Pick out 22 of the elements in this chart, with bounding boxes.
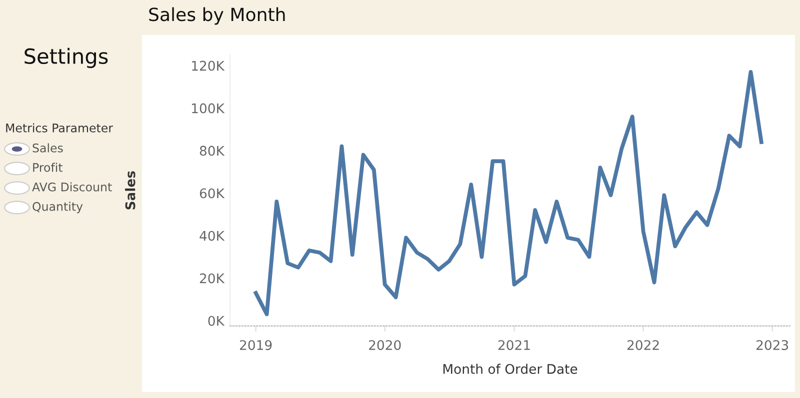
x-tick-label: 2020 [369, 340, 401, 350]
y-tick-label: 80K [200, 146, 225, 156]
x-axis-title: Month of Order Date [443, 364, 578, 374]
y-tick-label: 60K [200, 188, 225, 198]
x-tick-label: 2019 [240, 340, 272, 350]
y-axis-title: Sales [125, 171, 136, 210]
line-series [254, 70, 764, 316]
y-tick-label: 40K [200, 230, 225, 241]
chart-title: Sales by Month [149, 7, 285, 25]
text: Quantity [32, 202, 83, 214]
text: Profit [33, 162, 63, 172]
text: Settings [24, 48, 108, 68]
text: Sales [32, 143, 63, 152]
x-tick-label: 2022 [627, 340, 659, 350]
y-tick-label: 100K [192, 103, 225, 114]
y-tick-label: 20K [200, 273, 225, 284]
text: Metrics Parameter [6, 123, 114, 132]
x-tick-label: 2023 [756, 340, 788, 350]
x-tick-label: 2021 [498, 340, 530, 350]
y-tick-label: 120K [192, 60, 225, 71]
y-tick-label: 0K [208, 316, 225, 326]
text: AVG Discount [32, 182, 112, 192]
